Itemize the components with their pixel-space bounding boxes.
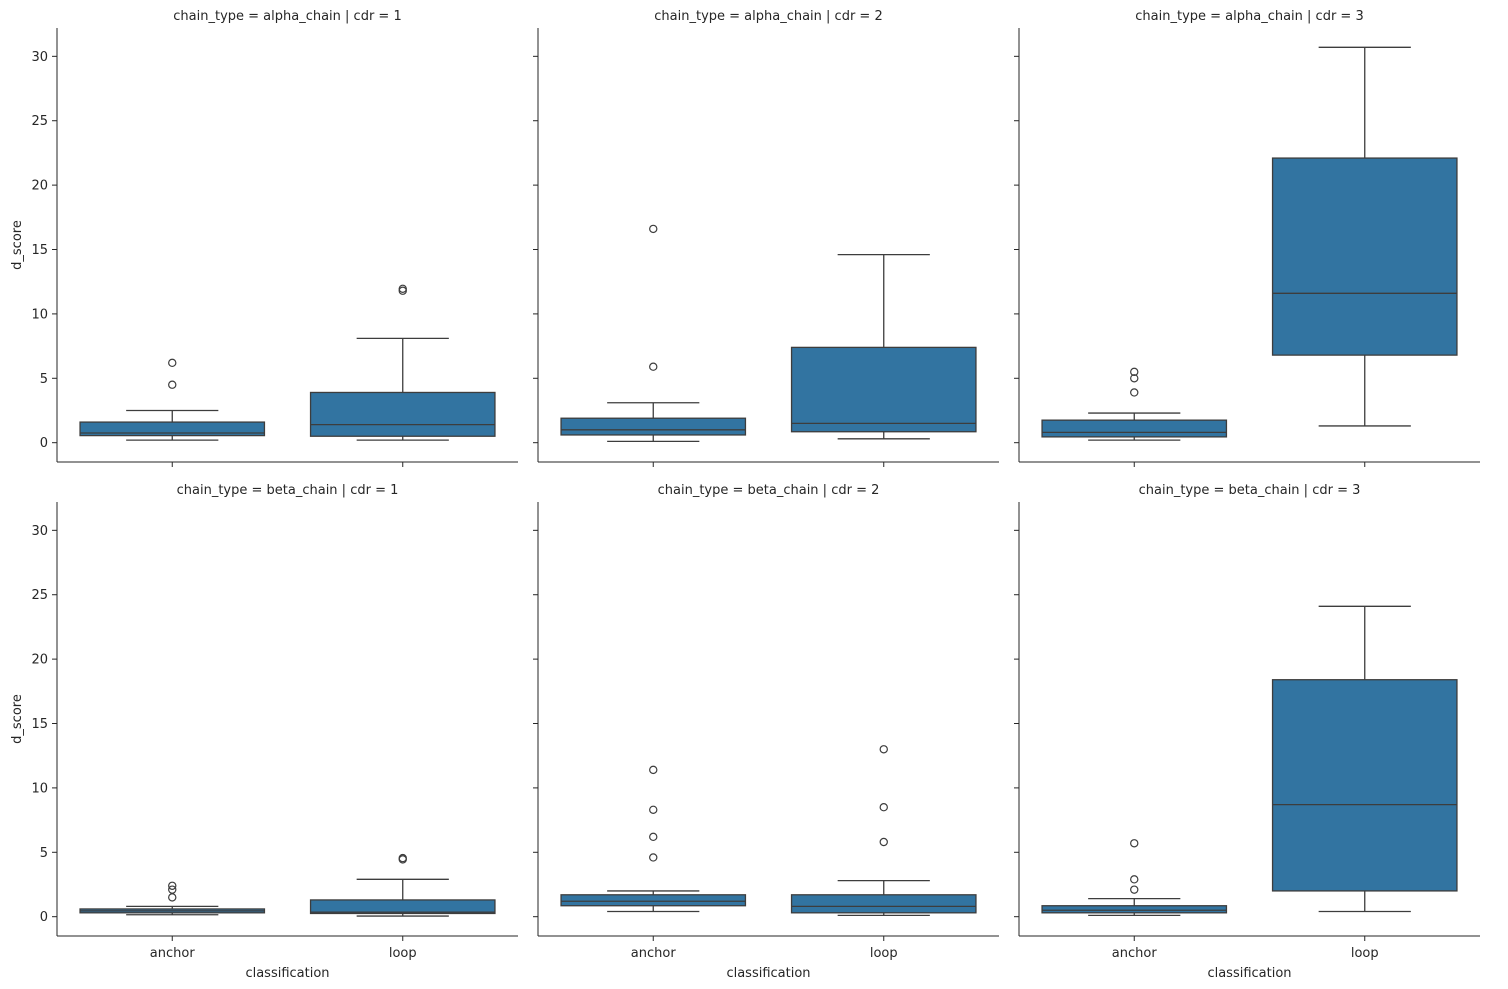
outlier-point — [168, 885, 177, 894]
outlier-point — [879, 745, 888, 754]
outlier-point — [1130, 374, 1139, 383]
x-axis-label: classification — [245, 966, 329, 981]
y-tick-label: 30 — [31, 524, 48, 539]
iqr-box — [560, 417, 747, 436]
outlier-point — [168, 380, 177, 389]
outlier-point — [649, 765, 658, 775]
facet-panel: chain_type = alpha_chain | cdr = 2 — [533, 9, 999, 467]
box-group-anchor — [560, 765, 747, 913]
y-axis-label: d_score — [10, 694, 25, 744]
iqr-box — [309, 391, 496, 437]
x-tick-label: loop — [1351, 946, 1379, 961]
panel-title: chain_type = alpha_chain | cdr = 3 — [1135, 9, 1363, 24]
y-tick-label: 20 — [31, 653, 48, 668]
outlier-point — [398, 284, 407, 293]
y-tick-label: 15 — [31, 243, 48, 258]
iqr-box — [560, 894, 747, 907]
box-group-anchor — [1041, 839, 1228, 917]
iqr-box — [79, 421, 266, 437]
y-tick-label: 25 — [31, 114, 48, 129]
outlier-point — [168, 881, 177, 890]
iqr-box — [1271, 679, 1458, 892]
y-tick-label: 20 — [31, 179, 48, 194]
x-axis-label: classification — [726, 966, 810, 981]
outlier-point — [649, 224, 658, 234]
box-group-loop — [309, 284, 496, 441]
box-group-loop — [1271, 46, 1458, 427]
outlier-point — [168, 358, 177, 368]
outlier-point — [1130, 388, 1139, 397]
facet-panel: chain_type = beta_chain | cdr = 1 0 5 10 15 2… — [10, 483, 518, 981]
y-tick-label: 5 — [40, 372, 48, 387]
box-group-anchor — [1041, 367, 1228, 441]
facet-panel: chain_type = beta_chain | cdr = 3 anchor l… — [1014, 483, 1480, 981]
outlier-point — [168, 893, 177, 902]
y-tick-label: 25 — [31, 588, 48, 603]
outlier-point — [1130, 875, 1139, 884]
panel-title: chain_type = beta_chain | cdr = 3 — [1139, 483, 1361, 498]
box-group-loop — [790, 254, 977, 440]
outlier-point — [879, 837, 888, 847]
outlier-point — [1130, 839, 1139, 848]
outlier-point — [649, 362, 658, 371]
outlier-point — [879, 803, 888, 812]
y-tick-label: 10 — [31, 307, 48, 322]
outlier-point — [1130, 885, 1139, 894]
iqr-box — [309, 899, 496, 915]
facet-panel: chain_type = alpha_chain | cdr = 3 — [1014, 9, 1480, 467]
x-axis-label: classification — [1207, 966, 1291, 981]
outlier-point — [649, 832, 658, 842]
x-tick-label: anchor — [150, 946, 196, 961]
x-tick-label: loop — [389, 946, 417, 961]
outlier-point — [649, 853, 658, 862]
box-group-loop — [1271, 605, 1458, 913]
facet-panel: chain_type = alpha_chain | cdr = 1 0 5 10 15… — [10, 9, 518, 467]
y-tick-label: 5 — [40, 846, 48, 861]
outlier-point — [649, 805, 658, 814]
y-tick-label: 0 — [40, 436, 48, 451]
box-group-anchor — [79, 881, 266, 916]
facet-panel: chain_type = beta_chain | cdr = 2 anchor l… — [533, 483, 999, 981]
panel-title: chain_type = alpha_chain | cdr = 2 — [654, 9, 882, 24]
iqr-box — [1271, 157, 1458, 356]
box-group-anchor — [79, 358, 266, 441]
x-tick-label: anchor — [1112, 946, 1158, 961]
outlier-point — [398, 853, 407, 863]
y-tick-label: 0 — [40, 910, 48, 925]
box-group-loop — [309, 853, 496, 917]
iqr-box — [1041, 905, 1228, 914]
x-tick-label: anchor — [631, 946, 677, 961]
y-tick-label: 15 — [31, 717, 48, 732]
iqr-box — [1041, 419, 1228, 438]
panel-title: chain_type = beta_chain | cdr = 2 — [658, 483, 880, 498]
y-tick-label: 30 — [31, 50, 48, 65]
y-tick-label: 10 — [31, 781, 48, 796]
outlier-point — [1130, 367, 1139, 377]
x-tick-label: loop — [870, 946, 898, 961]
panel-title: chain_type = alpha_chain | cdr = 1 — [173, 9, 401, 24]
panels-layer: chain_type = alpha_chain | cdr = 1 0 5 10 15… — [10, 9, 1480, 981]
iqr-box — [790, 346, 977, 433]
iqr-box — [790, 894, 977, 914]
y-axis-label: d_score — [10, 220, 25, 270]
box-group-anchor — [560, 224, 747, 443]
panel-title: chain_type = beta_chain | cdr = 1 — [177, 483, 399, 498]
box-group-loop — [790, 745, 977, 917]
